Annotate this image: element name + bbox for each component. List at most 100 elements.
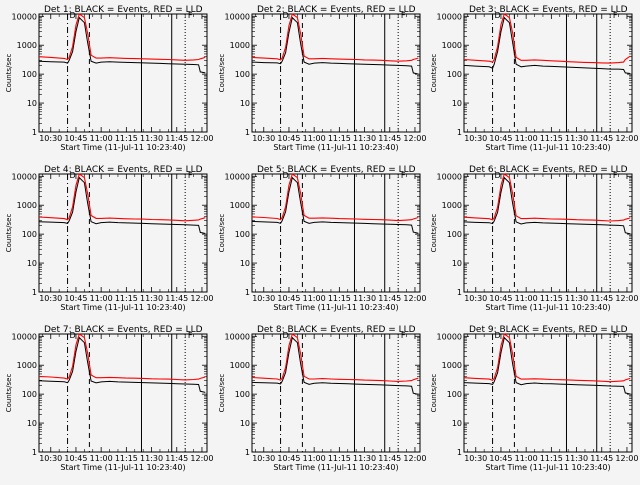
x-tick-label: 12:00 [615, 294, 638, 303]
annotation-label: F [401, 11, 406, 20]
x-tick-label: 10:30 [39, 454, 62, 463]
y-tick-label: 10000 [225, 332, 250, 341]
annotation-label: D [283, 331, 289, 340]
x-tick-label: 11:15 [328, 294, 351, 303]
x-axis-label: Start Time (11-Jul-11 10:23:40) [485, 463, 610, 472]
x-tick-label: 10:30 [464, 134, 487, 143]
y-tick-label: 1000 [230, 41, 250, 50]
y-tick-label: 100 [22, 390, 37, 399]
series-events-line [38, 336, 206, 393]
plot-frame [251, 173, 421, 293]
x-tick-label: 10:45 [64, 134, 87, 143]
x-tick-label: 12:00 [190, 294, 213, 303]
annotation-label: F [188, 331, 193, 340]
x-tick-label: 11:15 [540, 294, 563, 303]
y-tick-label: 100 [447, 390, 462, 399]
annotation-label: D [70, 331, 76, 340]
annotation-label: D [283, 11, 289, 20]
x-tick-label: 11:15 [540, 134, 563, 143]
x-tick-label: 11:00 [515, 294, 538, 303]
x-tick-label: 12:00 [615, 134, 638, 143]
x-tick-label: 10:30 [464, 454, 487, 463]
series-lld-line [38, 333, 206, 381]
series-lld-line [251, 13, 419, 62]
panel-title: Det 2: BLACK = Events, RED = LLD [257, 5, 416, 15]
x-axis-label: Start Time (11-Jul-11 10:23:40) [60, 143, 185, 152]
x-tick-label: 11:45 [378, 294, 401, 303]
x-tick-label: 10:45 [277, 294, 300, 303]
x-tick-label: 10:30 [252, 454, 275, 463]
y-tick-label: 1 [32, 288, 37, 297]
x-tick-label: 11:30 [353, 134, 376, 143]
plot-frame [38, 13, 208, 133]
y-tick-label: 1 [457, 288, 462, 297]
y-tick-label: 10000 [437, 332, 462, 341]
y-tick-label: 100 [22, 70, 37, 79]
x-tick-label: 11:30 [140, 134, 163, 143]
y-axis-label: Counts/sec [430, 214, 438, 253]
plot-frame [38, 333, 208, 453]
series-events-line [251, 16, 419, 75]
annotation-label: F [613, 11, 618, 20]
y-tick-label: 1000 [442, 41, 462, 50]
annotation-label: D [70, 171, 76, 180]
annotation-label: F [613, 331, 618, 340]
plot-frame [38, 173, 208, 293]
x-tick-label: 12:00 [190, 134, 213, 143]
series-events-line [38, 16, 206, 74]
x-tick-label: 11:30 [140, 294, 163, 303]
x-tick-label: 11:45 [165, 454, 188, 463]
x-tick-label: 10:45 [277, 454, 300, 463]
y-tick-label: 10000 [437, 12, 462, 21]
annotation-label: D [283, 171, 289, 180]
x-tick-label: 11:30 [353, 294, 376, 303]
x-tick-label: 10:30 [464, 294, 487, 303]
annotation-label: F [401, 171, 406, 180]
x-tick-label: 11:15 [115, 134, 138, 143]
y-tick-label: 10 [240, 419, 250, 428]
series-lld-line [463, 333, 631, 383]
series-events-line [463, 16, 631, 74]
x-tick-label: 10:30 [39, 134, 62, 143]
y-axis-label: Counts/sec [430, 54, 438, 93]
y-tick-label: 1000 [17, 361, 37, 370]
y-tick-label: 10 [452, 259, 462, 268]
detector-panel: Det 8: BLACK = Events, RED = LLD Counts/s… [218, 325, 426, 472]
x-tick-label: 10:30 [39, 294, 62, 303]
panel-title: Det 8: BLACK = Events, RED = LLD [257, 325, 416, 335]
plot-frame [251, 13, 421, 133]
x-tick-label: 10:45 [64, 454, 87, 463]
x-axis-label: Start Time (11-Jul-11 10:23:40) [485, 143, 610, 152]
panel-title: Det 5: BLACK = Events, RED = LLD [257, 165, 416, 175]
panel-title: Det 9: BLACK = Events, RED = LLD [469, 325, 628, 335]
series-lld-line [38, 173, 206, 222]
y-tick-label: 1000 [230, 361, 250, 370]
y-tick-label: 1000 [230, 201, 250, 210]
y-axis-label: Counts/sec [218, 374, 226, 413]
y-tick-label: 10 [240, 259, 250, 268]
y-axis-label: Counts/sec [5, 54, 13, 93]
annotation-label: F [188, 11, 193, 20]
x-tick-label: 10:45 [489, 454, 512, 463]
y-tick-label: 10000 [225, 172, 250, 181]
detector-panel: Det 6: BLACK = Events, RED = LLD Counts/s… [430, 165, 638, 312]
x-tick-label: 11:15 [115, 454, 138, 463]
series-lld-line [463, 13, 631, 64]
detector-panel: Det 2: BLACK = Events, RED = LLD Counts/s… [218, 5, 426, 152]
y-tick-label: 10000 [12, 12, 37, 21]
x-tick-label: 11:15 [540, 454, 563, 463]
x-tick-label: 11:30 [565, 454, 588, 463]
x-tick-label: 11:00 [90, 454, 113, 463]
x-tick-label: 11:00 [515, 134, 538, 143]
y-axis-label: Counts/sec [430, 374, 438, 413]
x-tick-label: 11:15 [115, 294, 138, 303]
x-tick-label: 11:45 [165, 294, 188, 303]
series-events-line [463, 336, 631, 395]
plot-frame [251, 333, 421, 453]
detector-panel: Det 9: BLACK = Events, RED = LLD Counts/s… [430, 325, 638, 472]
plot-frame [463, 173, 633, 293]
y-tick-label: 10 [452, 99, 462, 108]
y-tick-label: 1 [245, 288, 250, 297]
plot-frame [463, 333, 633, 453]
x-axis-label: Start Time (11-Jul-11 10:23:40) [273, 303, 398, 312]
